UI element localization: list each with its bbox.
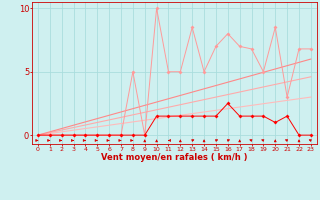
X-axis label: Vent moyen/en rafales ( km/h ): Vent moyen/en rafales ( km/h ) <box>101 153 248 162</box>
